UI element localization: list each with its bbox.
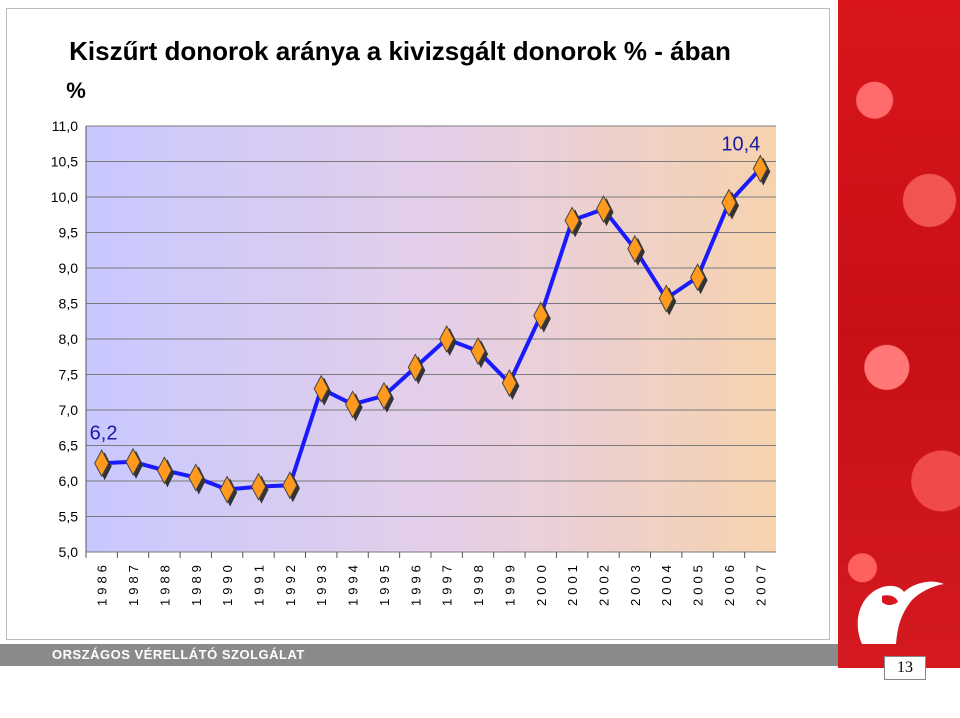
x-tick-label: 1993 <box>314 561 329 606</box>
data-point <box>439 324 455 354</box>
data-point <box>156 456 172 485</box>
footer-bar <box>0 644 838 666</box>
y-tick-label: 7,5 <box>59 367 79 383</box>
data-point <box>94 449 110 478</box>
data-point <box>345 390 361 419</box>
x-tick-label: 2003 <box>628 561 643 606</box>
data-point <box>501 368 517 398</box>
x-tick-label: 1997 <box>440 561 455 606</box>
y-tick-label: 11,0 <box>52 118 78 134</box>
y-tick-label: 7,0 <box>59 402 79 418</box>
data-point <box>533 301 549 330</box>
data-point <box>125 447 141 476</box>
y-tick-label: 6,5 <box>59 438 79 454</box>
data-point <box>627 234 643 263</box>
y-axis-label: % <box>66 78 86 103</box>
data-point <box>752 154 768 183</box>
x-tick-label: 1988 <box>157 561 172 606</box>
x-tick-label: 1989 <box>189 561 204 606</box>
x-tick-label: 1996 <box>408 561 423 606</box>
data-point <box>658 284 674 313</box>
x-tick-label: 1991 <box>252 561 267 606</box>
data-point <box>407 353 423 382</box>
x-tick-label: 1998 <box>471 561 486 606</box>
x-tick-label: 2001 <box>565 561 580 606</box>
x-tick-label: 2006 <box>722 561 737 606</box>
x-tick-label: 1999 <box>502 561 517 606</box>
data-point <box>470 337 486 366</box>
x-tick-label: 2005 <box>691 561 706 606</box>
chart-title: Kiszűrt donorok aránya a kivizsgált dono… <box>69 36 731 66</box>
y-tick-label: 10,5 <box>51 154 78 170</box>
y-tick-label: 8,5 <box>59 296 79 312</box>
data-point <box>564 206 580 235</box>
y-tick-label: 5,0 <box>59 544 79 560</box>
page-number: 13 <box>884 656 926 680</box>
x-tick-label: 1987 <box>126 561 141 606</box>
x-tick-label: 2002 <box>597 561 612 606</box>
annotation-end-value: 10,4 <box>721 134 760 156</box>
y-tick-label: 6,0 <box>59 473 79 489</box>
y-tick-label: 9,5 <box>59 225 79 241</box>
x-tick-label: 1986 <box>95 561 110 606</box>
x-tick-label: 1994 <box>346 561 361 606</box>
data-point <box>690 263 706 292</box>
x-tick-labels: 1986 1987 1988 1989 1990 1991 1992 1993 1994 1995… <box>85 552 768 606</box>
annotation-start-value: 6,2 <box>90 422 118 444</box>
series-polyline <box>101 167 762 492</box>
series-markers <box>94 154 771 507</box>
x-tick-label: 1995 <box>377 561 392 606</box>
data-point <box>721 188 737 217</box>
y-tick-label: 10,0 <box>51 189 78 205</box>
x-tick-label: 2004 <box>659 561 674 606</box>
series-line <box>101 167 762 492</box>
data-point <box>376 381 392 410</box>
y-tick-labels: 11,0 10,5 10,0 9,5 9,0 8,5 8,0 7,5 7,0 6,5 6,0 5,5 5… <box>51 118 78 560</box>
x-tick-label: 1990 <box>220 561 235 606</box>
x-tick-label: 1992 <box>283 561 298 606</box>
y-tick-label: 8,0 <box>59 331 79 347</box>
y-tick-label: 9,0 <box>59 260 79 276</box>
data-point <box>219 475 235 504</box>
y-tick-label: 5,5 <box>59 509 79 525</box>
data-point <box>595 195 612 224</box>
decorative-red-panel <box>838 0 960 668</box>
data-point <box>250 472 267 501</box>
data-point <box>188 463 204 492</box>
x-tick-label: 2007 <box>753 561 768 606</box>
data-point <box>282 471 298 500</box>
pelican-logo-icon <box>857 581 944 644</box>
data-point <box>313 374 329 403</box>
footer-org-name: ORSZÁGOS VÉRELLÁTÓ SZOLGÁLAT <box>52 647 305 662</box>
x-tick-label: 2000 <box>534 561 549 606</box>
